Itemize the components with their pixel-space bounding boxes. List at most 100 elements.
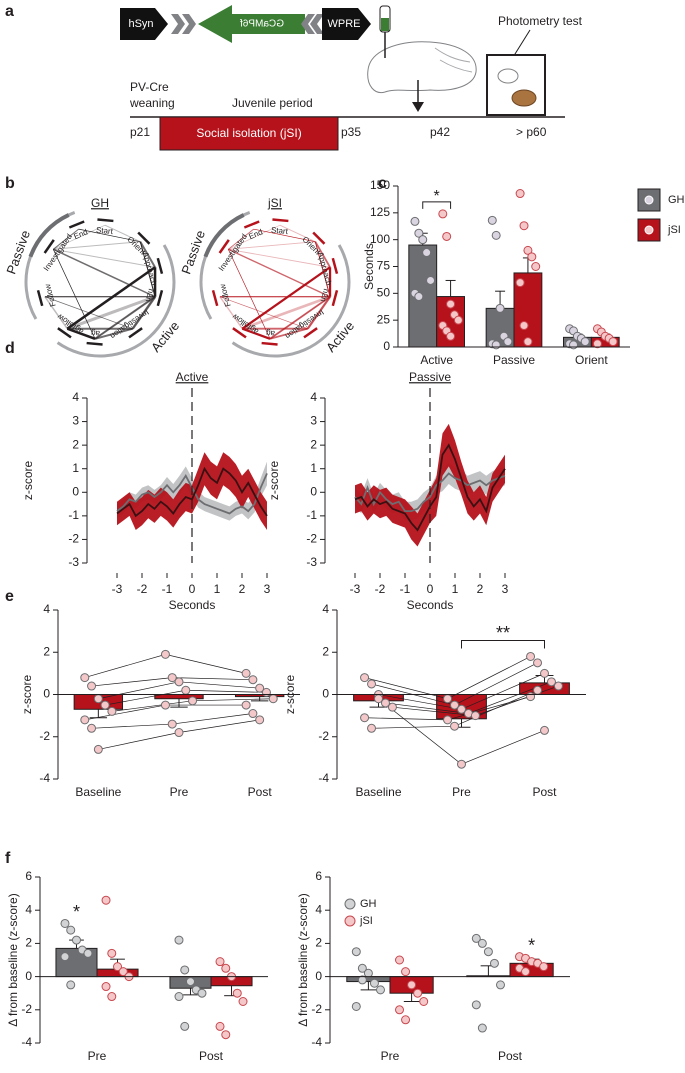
x-tick-label: Passive — [493, 353, 535, 367]
element-label: WPRE — [328, 18, 361, 30]
data-point — [471, 1000, 481, 1010]
y-tick-label: 2 — [43, 644, 50, 658]
network-node — [97, 218, 114, 223]
data-point — [380, 698, 390, 708]
y-tick-label: 25 — [377, 312, 391, 326]
y-tick-label: 6 — [315, 869, 322, 883]
data-point — [241, 700, 251, 710]
data-point — [527, 252, 537, 262]
data-point — [495, 980, 505, 990]
data-point — [414, 292, 424, 302]
data-point — [418, 235, 428, 245]
network-edge — [78, 228, 141, 243]
network-edge — [241, 266, 331, 330]
significance-bracket — [461, 639, 545, 649]
y-tick-label: 6 — [25, 869, 32, 883]
data-point — [351, 1001, 361, 1011]
y-tick-label: 0 — [383, 339, 390, 353]
photometry-label: Photometry test — [498, 14, 583, 28]
data-point — [523, 337, 533, 347]
isolation-period — [159, 116, 339, 151]
panel-label: f — [5, 850, 11, 867]
y-tick-label: 3 — [72, 414, 79, 428]
data-point — [101, 895, 111, 905]
data-point — [118, 967, 128, 977]
legend-label: GH — [360, 898, 377, 910]
network-edge — [139, 241, 156, 297]
x-tick-label: 0 — [189, 582, 196, 596]
data-point — [66, 980, 76, 990]
data-point — [419, 997, 429, 1006]
data-point — [107, 706, 117, 716]
data-point — [387, 702, 397, 712]
x-tick-label: Post — [498, 1049, 523, 1063]
panel-label: b — [5, 175, 15, 192]
data-point — [491, 230, 501, 240]
data-point — [367, 679, 377, 689]
data-point — [470, 711, 480, 721]
data-point — [174, 728, 184, 738]
network-edge — [44, 296, 133, 330]
data-point — [523, 245, 533, 255]
network-edge — [139, 241, 156, 268]
data-point — [181, 685, 191, 695]
node-label: Follow — [218, 283, 233, 308]
data-point — [369, 978, 379, 988]
error-band — [355, 423, 505, 547]
data-point — [107, 992, 117, 1002]
y-tick-label: 4 — [315, 902, 322, 916]
network-edge — [104, 224, 141, 243]
chevron — [301, 14, 315, 34]
element-block — [322, 8, 371, 40]
promoter-label: hSyn — [128, 18, 153, 30]
network-node — [312, 231, 326, 245]
network-title: jSI — [267, 196, 282, 210]
y-axis-label: Δ from baseline (z-score) — [296, 893, 310, 1026]
data-point — [232, 988, 242, 998]
data-point — [453, 315, 463, 325]
network-edge — [53, 241, 141, 250]
y-tick-label: -3 — [306, 555, 317, 569]
data-point — [180, 1021, 190, 1031]
network-edge — [279, 224, 316, 243]
data-point — [241, 668, 251, 678]
data-point — [180, 965, 190, 975]
node-label: n2n — [144, 288, 156, 303]
data-point — [491, 340, 501, 350]
chevron — [182, 14, 196, 34]
y-tick-label: -2 — [311, 1002, 322, 1016]
x-tick-label: 0 — [427, 582, 434, 596]
data-point — [113, 962, 123, 972]
y-tick-label: 4 — [43, 602, 50, 616]
x-tick-label: Pre — [88, 1049, 107, 1063]
group-arc — [231, 244, 351, 358]
network-node — [331, 257, 339, 275]
legend-label: jSI — [359, 915, 373, 927]
network-node — [232, 327, 247, 339]
data-point — [569, 340, 579, 350]
chevron — [171, 14, 185, 34]
chart-title: Passive — [409, 370, 451, 384]
legend-dot — [644, 225, 654, 235]
significance-bracket — [422, 201, 452, 209]
network-node — [128, 327, 143, 339]
data-point — [580, 337, 590, 347]
data-point — [351, 947, 361, 957]
gene-arrow — [198, 5, 305, 43]
data-point — [526, 651, 536, 661]
network-node — [137, 231, 151, 245]
data-point — [60, 952, 70, 962]
syringe-fill — [381, 18, 389, 31]
data-point — [457, 759, 466, 769]
data-point — [261, 687, 271, 697]
legend-label: jSI — [667, 224, 681, 236]
mean-line — [354, 472, 506, 513]
y-tick-label: -2 — [21, 1002, 32, 1016]
network-edge — [52, 248, 156, 298]
data-point — [255, 715, 265, 725]
network-node — [156, 289, 164, 307]
brain-sketch — [367, 41, 477, 94]
data-point — [519, 221, 529, 231]
x-tick-label: Post — [199, 1049, 224, 1063]
y-tick-label: 4 — [310, 390, 317, 404]
